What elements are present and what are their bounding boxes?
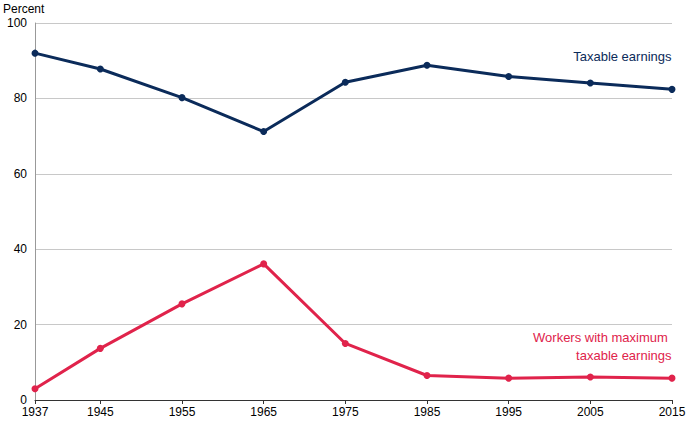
svg-text:Percent: Percent: [3, 2, 45, 16]
svg-text:80: 80: [14, 91, 28, 105]
svg-text:1937: 1937: [22, 405, 49, 419]
svg-text:2015: 2015: [659, 405, 686, 419]
svg-text:1985: 1985: [414, 405, 441, 419]
svg-text:1955: 1955: [169, 405, 196, 419]
svg-text:20: 20: [14, 318, 28, 332]
svg-text:1975: 1975: [332, 405, 359, 419]
svg-text:2005: 2005: [577, 405, 604, 419]
svg-text:40: 40: [14, 242, 28, 256]
svg-text:100: 100: [7, 16, 27, 30]
svg-text:0: 0: [20, 393, 27, 407]
svg-text:60: 60: [14, 167, 28, 181]
svg-text:1965: 1965: [250, 405, 277, 419]
svg-text:Taxable earnings: Taxable earnings: [573, 49, 672, 64]
svg-text:1945: 1945: [87, 405, 114, 419]
svg-text:taxable earnings: taxable earnings: [576, 348, 672, 363]
svg-text:Workers with maximum: Workers with maximum: [533, 330, 671, 345]
svg-text:1995: 1995: [495, 405, 522, 419]
